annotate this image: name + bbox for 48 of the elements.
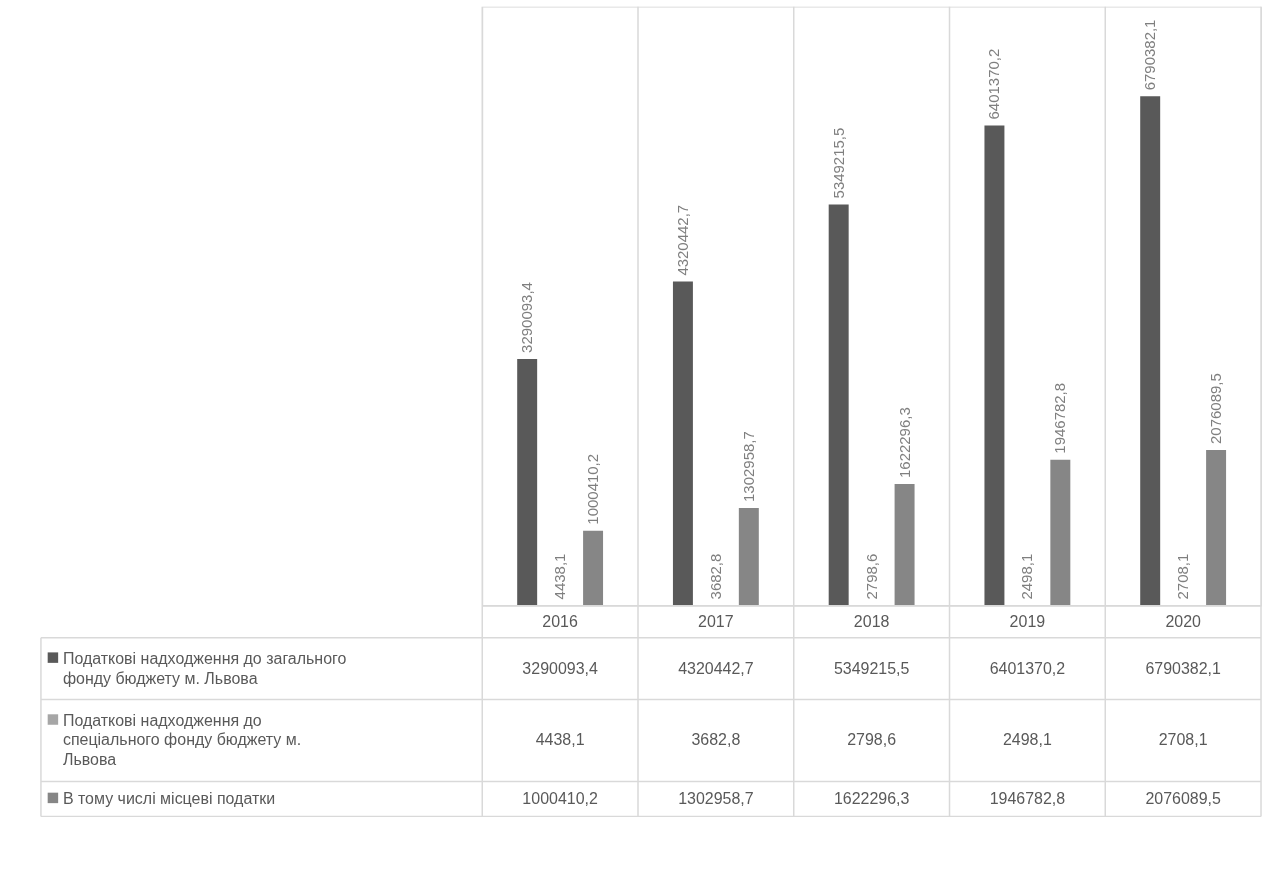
text: 2076089,5 [1207, 373, 1225, 444]
text: 1946782,8 [1051, 382, 1069, 454]
text: 2498,1 [1018, 553, 1036, 600]
data-label: 1946782,8 [989, 789, 1066, 807]
text: 1000410,2 [584, 453, 602, 525]
bar [1206, 449, 1227, 606]
text: 1622296,3 [895, 407, 913, 479]
data-label: 2708,1 [1158, 731, 1208, 749]
data-label: 1622296,3 [833, 789, 910, 807]
bar [583, 530, 604, 606]
legend-label: В тому числі місцеві податки [62, 789, 276, 807]
data-label: 4320442,7 [678, 659, 754, 677]
data-label: 1000410,2 [522, 789, 598, 807]
x-tick-label: 2019 [1009, 612, 1046, 630]
text: 3682,8 [706, 553, 724, 600]
bar [828, 204, 849, 606]
legend-label: Податкові надходження до загального фонду бюджету м. Львова [62, 649, 347, 687]
x-tick-label: 2020 [1165, 612, 1202, 630]
data-label: 2798,6 [847, 731, 897, 749]
text: 2708,1 [1174, 553, 1192, 600]
data-label: 5349215,5 [833, 659, 910, 677]
data-label: 2498,1 [1002, 731, 1052, 749]
data-label: 3290093,4 [522, 659, 598, 677]
text: 3290093,4 [518, 282, 536, 353]
bar [738, 507, 759, 606]
text: 6401370,2 [985, 48, 1003, 120]
bar [517, 358, 538, 606]
text: 4438,1 [551, 553, 569, 600]
x-tick-label: 2016 [542, 612, 578, 630]
bar [1140, 96, 1161, 606]
legend-label: Податкові надходження до спеціального фонду бюджету м. Львова [62, 711, 302, 769]
data-label: 4438,1 [535, 731, 585, 749]
text: 2798,6 [862, 553, 880, 600]
bar [672, 281, 693, 606]
bar [894, 484, 915, 606]
data-label: 2076089,5 [1145, 789, 1221, 807]
x-tick-label: 2017 [698, 612, 734, 630]
data-label: 6790382,1 [1145, 659, 1221, 677]
data-label: 1302958,7 [678, 789, 754, 807]
bar [1050, 459, 1071, 606]
text: 4320442,7 [673, 204, 691, 276]
x-tick-label: 2018 [853, 612, 890, 630]
data-label: 6401370,2 [989, 659, 1066, 677]
text: 6790382,1 [1141, 19, 1159, 91]
data-label: 3682,8 [691, 731, 741, 749]
bar [984, 125, 1005, 606]
text: 5349215,5 [829, 127, 847, 199]
text: 1302958,7 [739, 431, 757, 502]
